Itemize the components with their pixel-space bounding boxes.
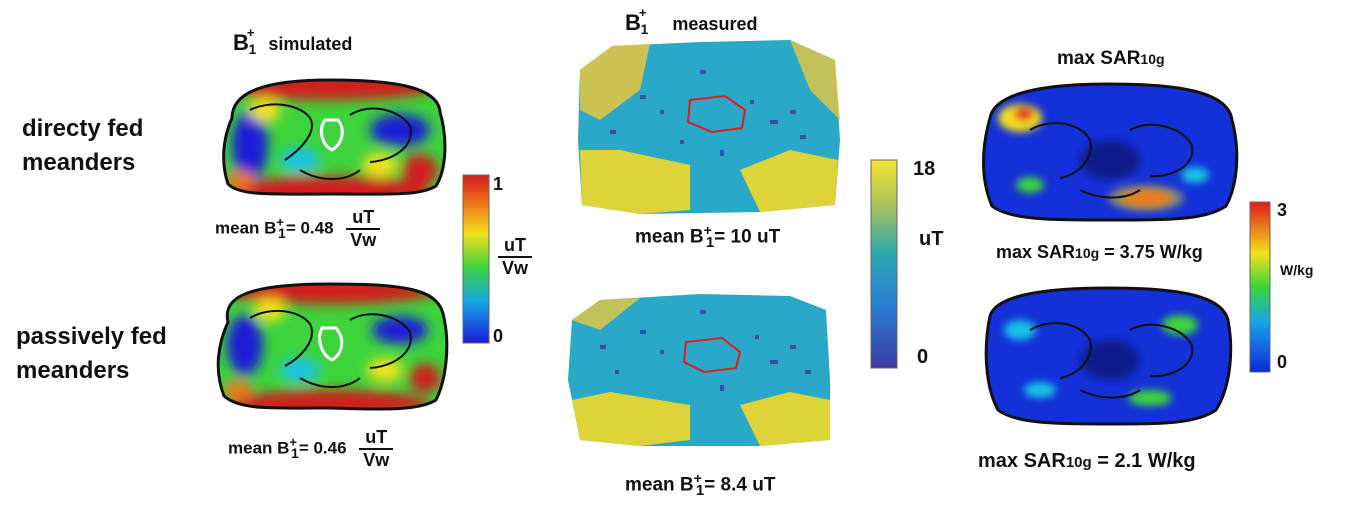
title-plus: + <box>246 25 255 40</box>
frac-den: Vw <box>501 257 528 278</box>
cbar-sim-unit: uT Vw <box>498 236 532 278</box>
meas-mean-passive: mean B+1= 8.4 uT <box>625 470 775 499</box>
sar-max-passive: max SAR10g = 2.1 W/kg <box>978 450 1196 473</box>
sar-map-passive-outline <box>984 286 1233 426</box>
row-label-direct: directy fed meanders <box>22 112 143 179</box>
ann-pre: mean B <box>215 218 277 238</box>
frac-den: Vw <box>350 229 377 250</box>
ann-plus: + <box>693 470 702 486</box>
ann-sub: 10g <box>1065 454 1092 471</box>
frac-bar <box>346 227 381 230</box>
frac-bar <box>498 255 532 258</box>
ann-sub: 10g <box>1075 245 1100 261</box>
ann-pre: mean B <box>635 226 704 248</box>
row-label-passive: passively fed meanders <box>16 320 167 387</box>
frac-bar <box>359 447 394 450</box>
sar-map-direct <box>983 84 1237 220</box>
ann-eq: = 0.48 <box>285 218 334 238</box>
ann-eq: = 0.46 <box>298 438 347 458</box>
meas-mean-direct: mean B+1= 10 uT <box>635 222 780 251</box>
title-one: 1 <box>248 41 257 57</box>
simulated-map-passive <box>218 284 447 410</box>
frac-num: uT <box>504 235 526 255</box>
row-label-line: directy fed <box>22 115 144 142</box>
ann-one: 1 <box>291 444 299 461</box>
row-label-line: meanders <box>16 356 130 384</box>
measured-map-direct <box>578 40 840 214</box>
unit-fraction: uT Vw <box>359 427 394 470</box>
simulated-map-direct-outline <box>222 78 447 196</box>
row-label-line: meanders <box>22 148 136 176</box>
cbar-sim-max: 1 <box>493 174 504 194</box>
sar-max-direct: max SAR10g = 3.75 W/kg <box>996 242 1203 263</box>
cbar-meas-max: 18 <box>913 158 936 180</box>
roi-contour-1 <box>686 94 747 134</box>
ann-pre: mean B <box>625 474 694 496</box>
cbar-meas-unit: uT <box>919 228 944 250</box>
colorbar-sar <box>1249 201 1271 373</box>
title-text: simulated <box>268 34 353 54</box>
ann-eq: = 10 uT <box>714 226 781 248</box>
title-simulated: B+1 simulated <box>233 25 353 57</box>
ann-plus: + <box>703 222 712 238</box>
title-one: 1 <box>640 21 649 37</box>
ann-eq: = 8.4 uT <box>704 474 776 496</box>
frac-num: uT <box>352 207 375 227</box>
title-sar-prefix: max SAR <box>1057 48 1141 69</box>
measured-map-passive <box>568 294 830 446</box>
frac-den: Vw <box>363 449 390 470</box>
title-b: B <box>233 30 249 55</box>
title-measured: B+1 measured <box>625 5 758 37</box>
ann-eq: = 2.1 W/kg <box>1091 450 1196 472</box>
title-sar: max SAR10g <box>1057 48 1165 70</box>
sar-map-passive <box>986 288 1231 424</box>
cbar-sar-max: 3 <box>1277 200 1288 220</box>
unit-fraction: uT Vw <box>346 207 381 250</box>
sim-mean-passive: mean B+1= 0.46 uT Vw <box>228 427 394 470</box>
sim-mean-direct: mean B+1= 0.48 uT Vw <box>215 207 381 250</box>
cbar-meas-min: 0 <box>917 346 929 368</box>
ann-one: 1 <box>695 482 705 500</box>
colorbar-simulated <box>462 174 490 344</box>
colorbar-measured <box>870 159 898 369</box>
ann-pre: mean B <box>228 438 290 458</box>
title-b: B <box>625 10 641 35</box>
cbar-sim-min: 0 <box>493 326 504 346</box>
ann-plus: + <box>289 434 298 450</box>
ann-eq: = 3.75 W/kg <box>1099 242 1203 262</box>
title-sar-sub: 10g <box>1140 51 1165 67</box>
cbar-sar-unit: W/kg <box>1280 262 1314 278</box>
unit-fraction: uT Vw <box>498 236 532 278</box>
ann-one: 1 <box>705 234 715 252</box>
title-text: measured <box>672 14 758 34</box>
ann-pre: max SAR <box>978 450 1066 472</box>
frac-num: uT <box>365 427 388 447</box>
ann-one: 1 <box>278 224 286 241</box>
row-label-line: passively fed <box>16 323 167 350</box>
sar-map-direct-outline <box>982 82 1239 222</box>
cbar-sar-min: 0 <box>1277 352 1288 372</box>
simulated-map-direct <box>223 80 445 195</box>
ann-plus: + <box>276 214 285 230</box>
simulated-map-passive-outline <box>216 282 449 411</box>
title-plus: + <box>638 5 647 20</box>
roi-contour-2 <box>682 336 742 374</box>
ann-pre: max SAR <box>996 242 1076 262</box>
